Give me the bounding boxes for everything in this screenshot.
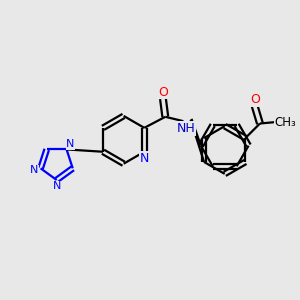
Text: CH₃: CH₃: [274, 116, 296, 128]
Text: N: N: [30, 165, 39, 175]
Text: N: N: [140, 152, 149, 165]
Text: N: N: [52, 182, 61, 191]
Text: NH: NH: [176, 122, 195, 135]
Text: N: N: [66, 139, 74, 149]
Text: O: O: [158, 86, 168, 99]
Text: O: O: [250, 93, 260, 106]
